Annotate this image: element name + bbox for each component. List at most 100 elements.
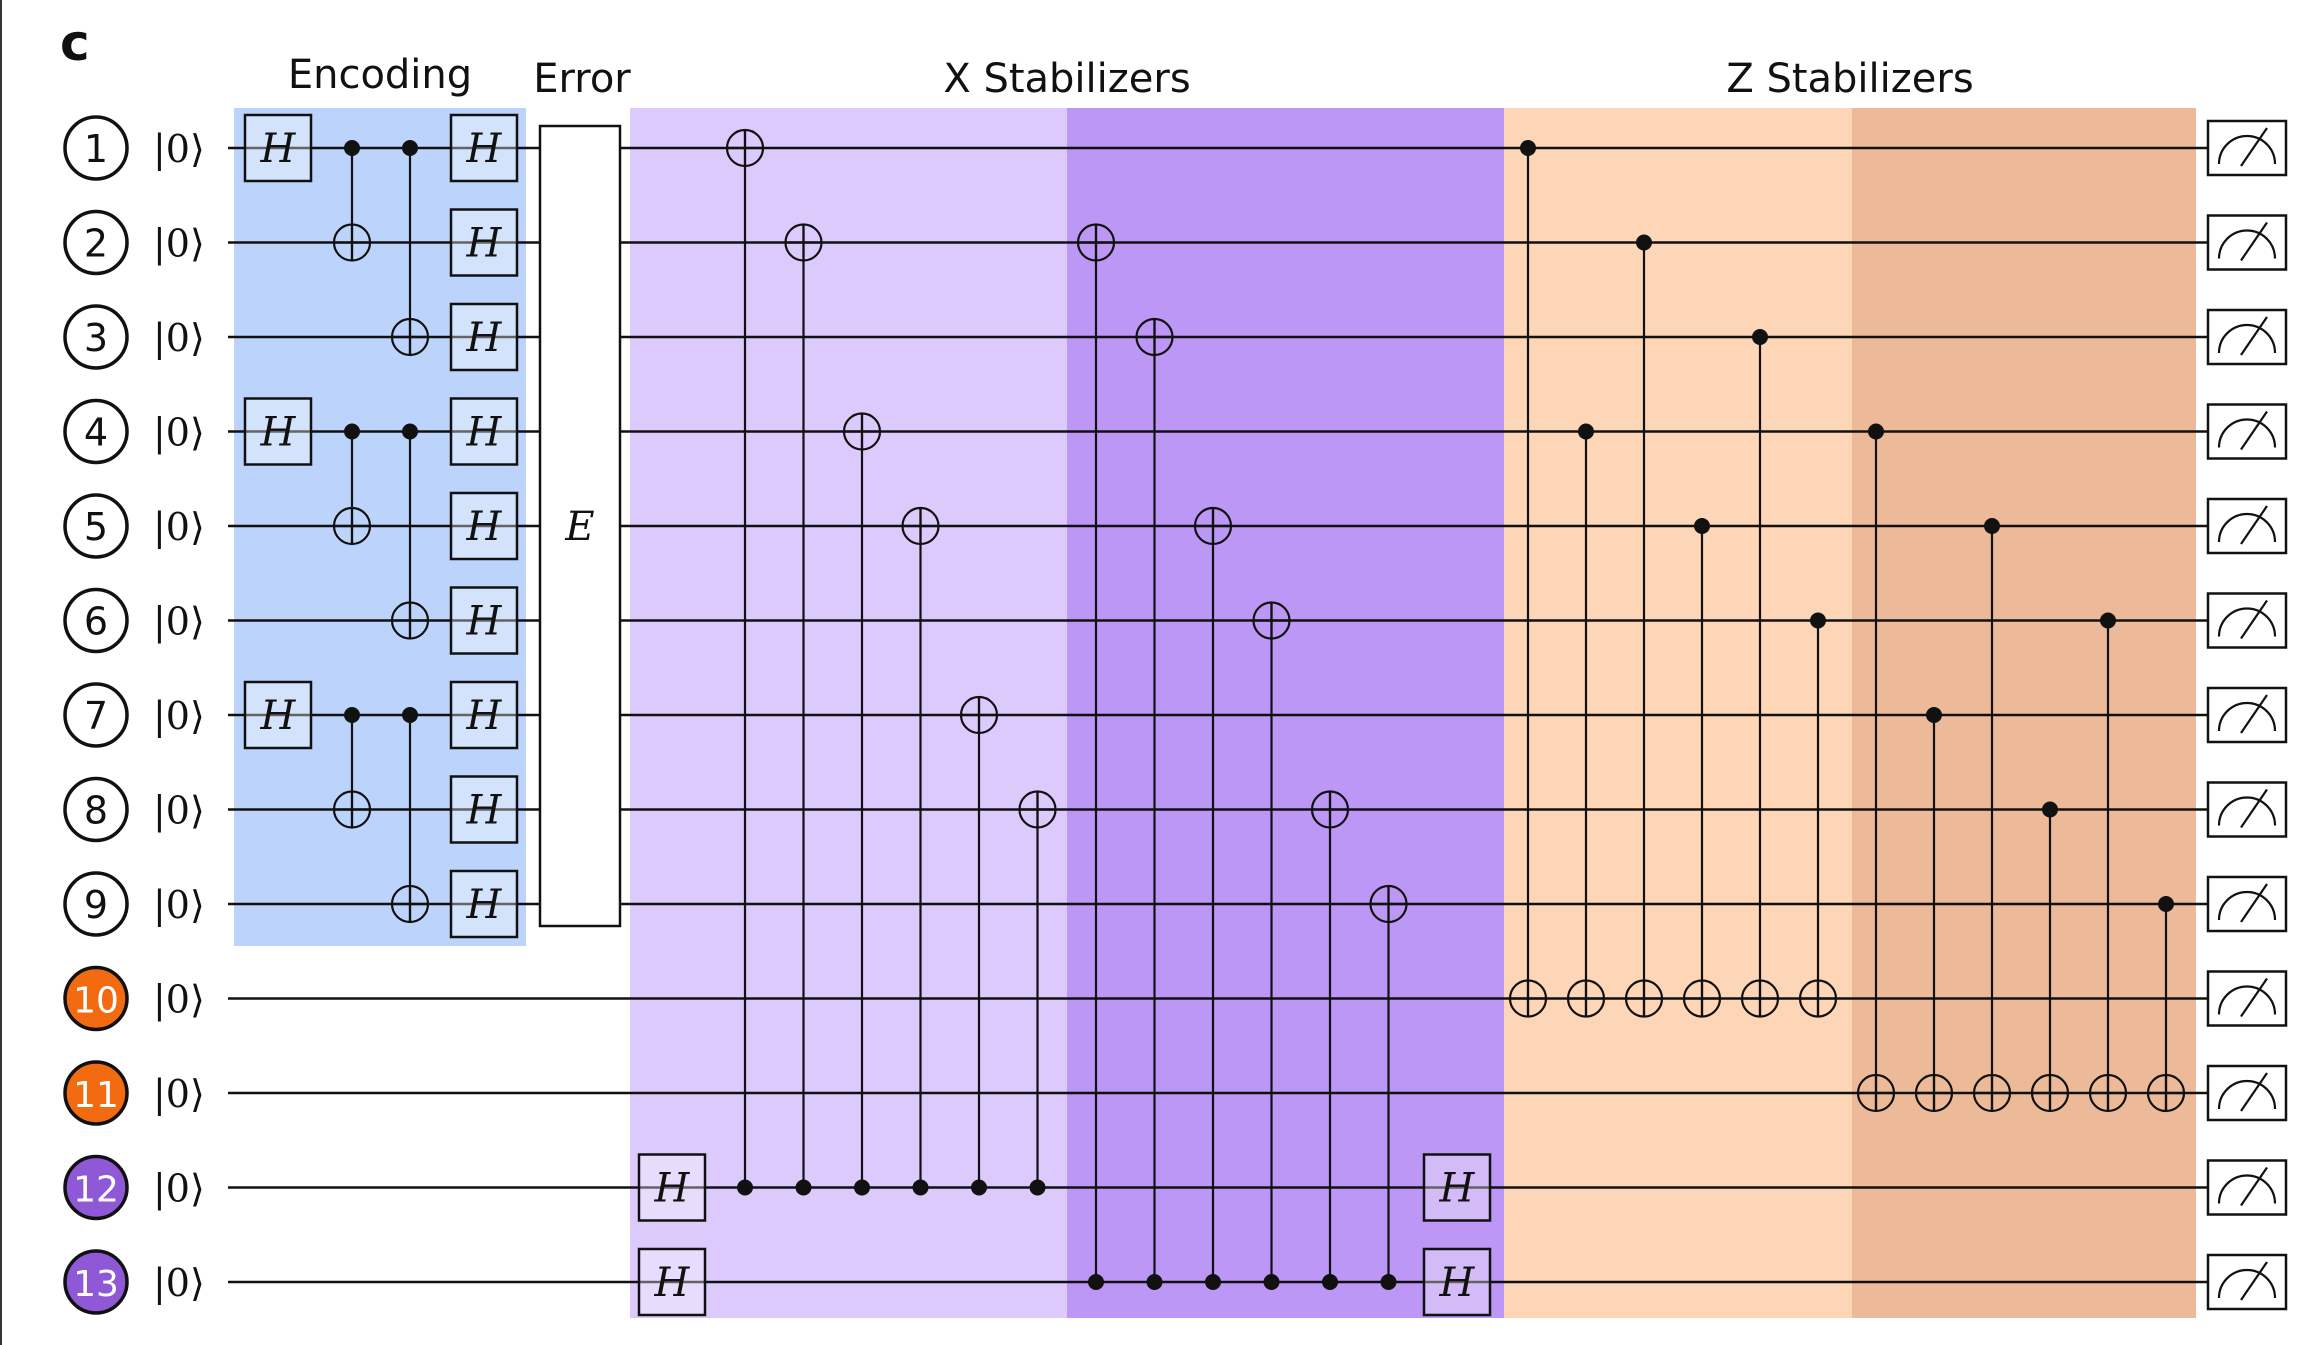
measurement-box <box>2206 592 2288 649</box>
meter-icon <box>2217 418 2277 448</box>
cnot-control-dot <box>1263 1274 1280 1290</box>
cnot-control-dot <box>344 140 360 156</box>
cnot-control-dot <box>1578 423 1594 440</box>
measurement-box <box>2206 308 2288 366</box>
cnot-control-dot <box>1984 518 2000 534</box>
hadamard-gate <box>449 397 519 466</box>
meter-icon <box>2217 512 2277 543</box>
qubit-index-circle <box>63 871 129 937</box>
qubit-index-label: 12 <box>73 1170 119 1211</box>
meter-needle-icon <box>2240 1072 2268 1112</box>
hadamard-label: H <box>654 1260 691 1306</box>
gates: 1 |0⟩ 2 |0⟩ 3 |0⟩ 4 |0⟩ 5 |0⟩ 6 |0⟩ 7 |0⟩ 8 |0⟩ 9 |0⟩ 10 |0… <box>63 113 2288 1317</box>
hadamard-label: H <box>466 315 503 361</box>
cnot-control-dot <box>971 1179 987 1196</box>
z-stabilizers-region-2 <box>1852 108 2196 1318</box>
section-title-error: Error <box>533 56 631 102</box>
hadamard-gate <box>449 586 519 655</box>
hadamard-label: H <box>466 882 503 928</box>
cnot-control-dot <box>2042 801 2058 818</box>
hadamard-gate <box>449 208 519 277</box>
qubit-init-state: |0⟩ <box>153 1261 205 1305</box>
qubit-init-state: |0⟩ <box>153 316 205 360</box>
qubit-index-label: 11 <box>73 1075 119 1116</box>
cnot-control-dot <box>1380 1274 1397 1290</box>
hadamard-label: H <box>260 693 297 739</box>
cnot-control-dot <box>402 423 418 440</box>
qubit-index-label: 3 <box>84 316 108 360</box>
qubit-index-circle <box>63 965 129 1032</box>
meter-icon <box>2217 1174 2277 1204</box>
measurement-box <box>2206 497 2288 555</box>
qubit-index-circle <box>63 1249 129 1315</box>
meter-icon <box>2217 229 2277 259</box>
meter-needle-icon <box>2240 127 2268 167</box>
qubit-init-state: |0⟩ <box>153 222 205 266</box>
measurement-box <box>2206 875 2288 933</box>
meter-icon <box>2217 1268 2277 1299</box>
meter-icon <box>2217 701 2277 732</box>
meter-needle-icon <box>2240 977 2268 1018</box>
meter-icon <box>2217 796 2277 826</box>
qubit-init-state: |0⟩ <box>153 600 205 644</box>
qubit-index-label: 2 <box>84 222 108 266</box>
hadamard-gate <box>637 1153 707 1222</box>
meter-needle-icon <box>2240 505 2268 545</box>
qubit-init-state: |0⟩ <box>153 127 205 171</box>
cnot-control-dot <box>1029 1179 1046 1196</box>
measurement-box <box>2206 1064 2288 1122</box>
cnot-control-dot <box>1868 423 1884 440</box>
cnot-control-dot <box>1926 707 1942 723</box>
hadamard-label: H <box>466 788 503 834</box>
hadamard-gate <box>243 113 313 183</box>
cnot-control-dot <box>402 707 418 723</box>
cnot-control-dot <box>1322 1274 1338 1290</box>
qubit-index-label: 7 <box>84 694 108 738</box>
error-label: E <box>564 504 594 550</box>
measurement-box <box>2206 214 2288 271</box>
measurement-box <box>2206 403 2288 460</box>
qubit-index-circle <box>63 1154 129 1221</box>
cnot-control-dot <box>2158 896 2174 912</box>
x-stabilizers-region-1 <box>630 108 1067 1318</box>
qubit-init-state: |0⟩ <box>153 789 205 833</box>
measurement-box <box>2206 970 2288 1027</box>
qubit-index-circle <box>63 398 129 465</box>
meter-icon <box>2217 323 2277 354</box>
qubit-index-label: 5 <box>84 505 108 549</box>
qubit-init-state: |0⟩ <box>153 411 205 455</box>
qubit-index-circle <box>63 493 129 559</box>
hadamard-label: H <box>654 1166 691 1212</box>
measurement-box <box>2206 1159 2288 1216</box>
cnot-control-dot <box>344 423 360 440</box>
qubit-index-circle <box>63 1060 129 1126</box>
qubit-init-state: |0⟩ <box>153 883 205 927</box>
hadamard-gate <box>1422 1247 1492 1317</box>
cnot-control-dot <box>1146 1274 1163 1290</box>
meter-icon <box>2217 985 2277 1015</box>
cnot-control-dot <box>1810 612 1826 629</box>
cnot-control-dot <box>1520 140 1536 156</box>
z-stabilizers-region-1 <box>1504 108 1852 1318</box>
qubit-index-label: 9 <box>84 883 108 927</box>
x-stabilizers-region-2 <box>1067 108 1504 1318</box>
meter-icon <box>2217 1079 2277 1110</box>
hadamard-label: H <box>466 693 503 739</box>
qubit-init-state: |0⟩ <box>153 694 205 738</box>
qubit-init-state: |0⟩ <box>153 505 205 549</box>
hadamard-gate <box>243 680 313 750</box>
hadamard-gate <box>1422 1153 1492 1222</box>
qubit-index-label: 8 <box>84 789 108 833</box>
qubit-index-label: 4 <box>84 411 108 455</box>
cnot-control-dot <box>344 707 360 723</box>
cnot-control-dot <box>2100 612 2116 629</box>
cnot-control-dot <box>795 1179 812 1196</box>
measurement-box <box>2206 1253 2288 1311</box>
qubit-index-circle <box>63 682 129 748</box>
qubit-index-circle <box>63 304 129 370</box>
hadamard-label: H <box>466 221 503 267</box>
cnot-control-dot <box>1694 518 1710 534</box>
hadamard-label: H <box>466 599 503 645</box>
section-title-x-stabilizers: X Stabilizers <box>943 56 1190 102</box>
